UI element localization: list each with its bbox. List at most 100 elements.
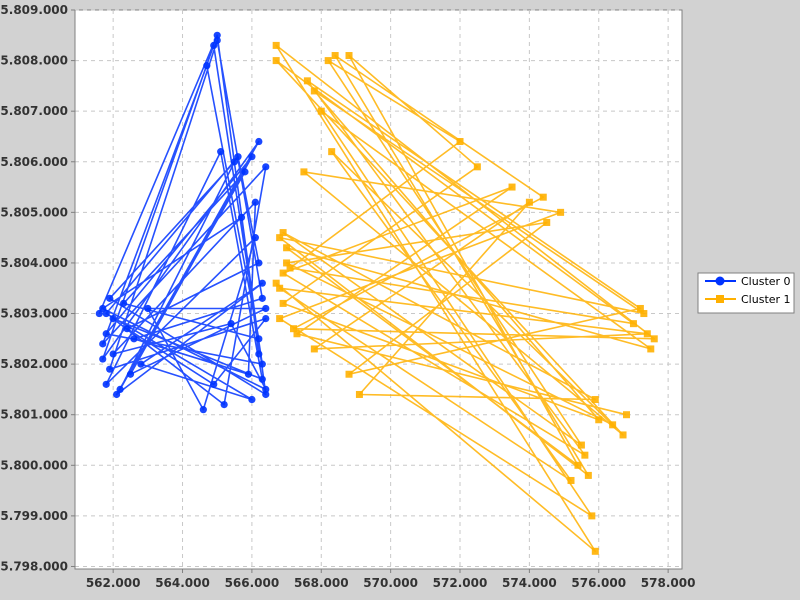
data-point-cluster-0 bbox=[258, 279, 266, 287]
data-point-cluster-1 bbox=[283, 259, 291, 267]
data-point-cluster-0 bbox=[255, 137, 263, 146]
data-point-cluster-1 bbox=[623, 411, 631, 419]
x-axis-ticks: 562.000 564.000 566.000 568.000 570.000 572.0… bbox=[86, 569, 696, 590]
data-point-cluster-0 bbox=[248, 153, 256, 161]
data-point-cluster-1 bbox=[355, 390, 363, 398]
data-point-cluster-1 bbox=[557, 208, 565, 216]
data-point-cluster-1 bbox=[591, 547, 599, 555]
data-point-cluster-0 bbox=[213, 31, 221, 39]
data-point-cluster-0 bbox=[119, 299, 128, 308]
data-point-cluster-1 bbox=[473, 163, 481, 171]
data-point-cluster-0 bbox=[258, 360, 266, 368]
data-point-cluster-0 bbox=[116, 385, 124, 394]
x-tick-label: 576.000 bbox=[571, 576, 626, 590]
data-point-cluster-0 bbox=[255, 335, 263, 343]
data-point-cluster-1 bbox=[588, 512, 596, 520]
data-point-cluster-0 bbox=[144, 304, 152, 313]
data-point-cluster-0 bbox=[251, 234, 259, 242]
y-axis-ticks: 5.798.000 5.799.000 5.800.000 5.801.000 5.80… bbox=[0, 3, 75, 573]
data-point-cluster-0 bbox=[230, 158, 239, 166]
data-point-cluster-0 bbox=[241, 168, 249, 176]
data-point-cluster-0 bbox=[106, 294, 114, 302]
data-point-cluster-1 bbox=[647, 345, 655, 353]
x-tick-label: 568.000 bbox=[294, 576, 349, 590]
x-tick-label: 574.000 bbox=[502, 576, 557, 590]
data-point-cluster-1 bbox=[577, 441, 585, 449]
y-tick-label: 5.808.000 bbox=[0, 54, 68, 68]
y-tick-label: 5.803.000 bbox=[0, 307, 68, 321]
data-point-cluster-0 bbox=[255, 259, 263, 267]
data-point-cluster-0 bbox=[130, 335, 138, 343]
data-point-cluster-1 bbox=[650, 335, 658, 343]
data-point-cluster-1 bbox=[640, 310, 648, 318]
data-point-cluster-0 bbox=[258, 294, 266, 302]
data-point-cluster-1 bbox=[286, 264, 294, 272]
data-point-cluster-0 bbox=[99, 355, 107, 363]
y-tick-label: 5.798.000 bbox=[0, 559, 68, 573]
data-point-cluster-0 bbox=[237, 213, 246, 222]
legend-swatch-marker-cluster-1 bbox=[716, 295, 724, 303]
data-point-cluster-0 bbox=[227, 320, 235, 328]
x-tick-label: 578.000 bbox=[641, 576, 696, 590]
data-point-cluster-1 bbox=[279, 269, 287, 277]
data-point-cluster-1 bbox=[276, 234, 284, 242]
data-point-cluster-1 bbox=[279, 299, 287, 307]
legend-label-cluster-0: Cluster 0 bbox=[741, 275, 791, 288]
data-point-cluster-0 bbox=[109, 350, 117, 358]
x-tick-label: 570.000 bbox=[363, 576, 418, 590]
series-cluster-0 bbox=[95, 31, 270, 414]
data-point-cluster-1 bbox=[525, 198, 533, 206]
data-point-cluster-1 bbox=[279, 229, 287, 237]
data-point-cluster-1 bbox=[272, 279, 280, 287]
data-point-cluster-0 bbox=[137, 360, 145, 368]
data-point-cluster-1 bbox=[283, 244, 291, 252]
data-point-cluster-0 bbox=[255, 350, 263, 358]
y-tick-label: 5.802.000 bbox=[0, 357, 68, 371]
data-point-cluster-0 bbox=[217, 148, 225, 156]
data-point-cluster-0 bbox=[213, 36, 221, 44]
axes bbox=[74, 10, 682, 570]
y-tick-label: 5.809.000 bbox=[0, 3, 68, 17]
x-tick-label: 564.000 bbox=[155, 576, 210, 590]
data-point-cluster-0 bbox=[99, 340, 107, 348]
grid-lines bbox=[75, 9, 682, 569]
data-point-cluster-1 bbox=[324, 57, 332, 65]
data-point-cluster-0 bbox=[113, 390, 121, 399]
data-point-cluster-1 bbox=[293, 330, 301, 338]
y-tick-label: 5.804.000 bbox=[0, 256, 68, 270]
legend-swatch-marker-cluster-0 bbox=[715, 276, 725, 286]
data-point-cluster-0 bbox=[244, 370, 253, 378]
data-point-cluster-1 bbox=[317, 107, 325, 115]
data-point-cluster-0 bbox=[220, 400, 228, 409]
series-line-cluster-0 bbox=[98, 34, 267, 411]
data-point-cluster-1 bbox=[290, 325, 298, 333]
y-tick-label: 5.801.000 bbox=[0, 408, 68, 422]
data-point-cluster-0 bbox=[203, 62, 211, 70]
data-point-cluster-1 bbox=[595, 416, 603, 424]
data-point-cluster-1 bbox=[629, 320, 637, 328]
data-point-cluster-1 bbox=[619, 431, 627, 439]
data-point-cluster-0 bbox=[262, 304, 270, 313]
y-tick-label: 5.800.000 bbox=[0, 458, 68, 472]
data-point-cluster-1 bbox=[591, 396, 599, 404]
data-point-cluster-0 bbox=[123, 325, 131, 333]
data-point-cluster-0 bbox=[102, 309, 110, 318]
data-point-cluster-1 bbox=[567, 476, 575, 484]
data-point-cluster-1 bbox=[574, 461, 582, 469]
data-point-cluster-1 bbox=[272, 57, 280, 65]
data-point-cluster-1 bbox=[276, 315, 284, 323]
series-cluster-1 bbox=[272, 41, 658, 555]
data-point-cluster-1 bbox=[636, 304, 644, 312]
data-point-cluster-1 bbox=[345, 52, 353, 60]
y-tick-label: 5.799.000 bbox=[0, 509, 68, 523]
y-tick-label: 5.806.000 bbox=[0, 155, 68, 169]
data-point-cluster-0 bbox=[262, 390, 270, 399]
data-point-cluster-1 bbox=[539, 193, 547, 201]
data-point-cluster-1 bbox=[272, 41, 280, 49]
data-point-cluster-1 bbox=[456, 138, 464, 146]
data-point-cluster-0 bbox=[106, 365, 114, 373]
data-point-cluster-0 bbox=[262, 314, 270, 323]
x-tick-label: 572.000 bbox=[433, 576, 488, 590]
data-point-cluster-0 bbox=[210, 380, 218, 388]
